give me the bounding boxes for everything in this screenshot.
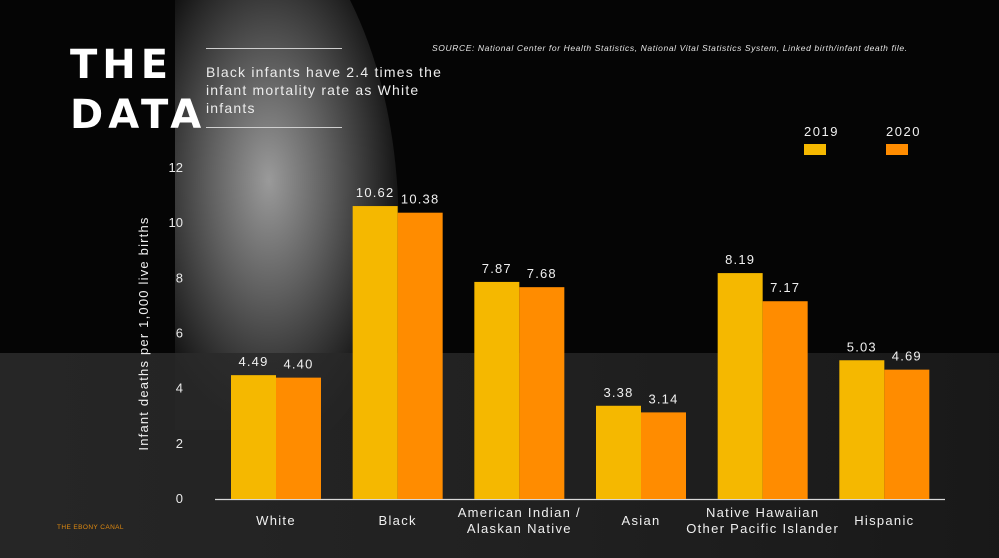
bar-2019 <box>717 273 763 499</box>
legend-item-2019: 2019 <box>804 124 854 155</box>
y-axis-label: Infant deaths per 1,000 live births <box>136 216 151 450</box>
data-label-2019: 5.03 <box>847 339 877 354</box>
bar-2020 <box>884 369 930 499</box>
legend-swatch-2020 <box>886 144 908 155</box>
bar-2019 <box>352 206 398 499</box>
legend-label-2020: 2020 <box>886 124 921 139</box>
data-label-2019: 3.38 <box>603 385 633 400</box>
bar-2019 <box>474 281 520 499</box>
data-label-2020: 4.69 <box>892 349 922 364</box>
y-tick-label: 0 <box>176 491 183 506</box>
legend-label-2019: 2019 <box>804 124 839 139</box>
y-tick-label: 12 <box>169 160 183 175</box>
data-label-2020: 7.17 <box>770 280 800 295</box>
data-label-2019: 8.19 <box>725 252 755 267</box>
category-label: Alaskan Native <box>467 521 572 536</box>
data-label-2020: 7.68 <box>527 266 557 281</box>
subtitle-rule-top <box>206 48 342 49</box>
legend-swatch-2019 <box>804 144 826 155</box>
category-label: Native Hawaiian <box>706 505 819 520</box>
bar-2020 <box>276 377 321 499</box>
bar-2019 <box>839 360 885 499</box>
data-label-2020: 4.40 <box>283 357 313 372</box>
title-line-1: THE <box>70 42 174 88</box>
bar-2019 <box>231 375 276 499</box>
data-label-2019: 4.49 <box>238 354 268 369</box>
bar-2020 <box>519 287 565 499</box>
y-tick-label: 8 <box>176 270 183 285</box>
data-label-2020: 3.14 <box>648 391 678 406</box>
data-label-2020: 10.38 <box>401 192 440 207</box>
category-label: Other Pacific Islander <box>686 521 839 536</box>
legend-item-2020: 2020 <box>886 124 936 155</box>
subtitle-rule-bottom <box>206 127 342 128</box>
subtitle: Black infants have 2.4 times the infant … <box>206 64 443 116</box>
bar-2019 <box>596 405 641 499</box>
category-label: Black <box>379 513 417 528</box>
page-title: THE DATA <box>70 40 206 140</box>
category-label: American Indian / <box>458 505 581 520</box>
bar-2020 <box>762 301 808 499</box>
bar-2020 <box>641 412 686 499</box>
data-label-2019: 10.62 <box>356 185 395 200</box>
source-note: SOURCE: National Center for Health Stati… <box>432 43 908 53</box>
y-tick-label: 6 <box>176 326 183 341</box>
y-tick-label: 4 <box>176 381 183 396</box>
title-line-2: DATA <box>70 92 207 138</box>
category-label: Asian <box>621 513 660 528</box>
category-label: Hispanic <box>854 513 914 528</box>
y-tick-label: 2 <box>176 436 183 451</box>
bar-2020 <box>397 212 443 499</box>
category-label: White <box>256 513 296 528</box>
face-silhouette <box>175 0 399 430</box>
footer-brand: THE EBONY CANAL <box>57 524 124 531</box>
data-label-2019: 7.87 <box>482 261 512 276</box>
y-tick-label: 10 <box>169 215 183 230</box>
